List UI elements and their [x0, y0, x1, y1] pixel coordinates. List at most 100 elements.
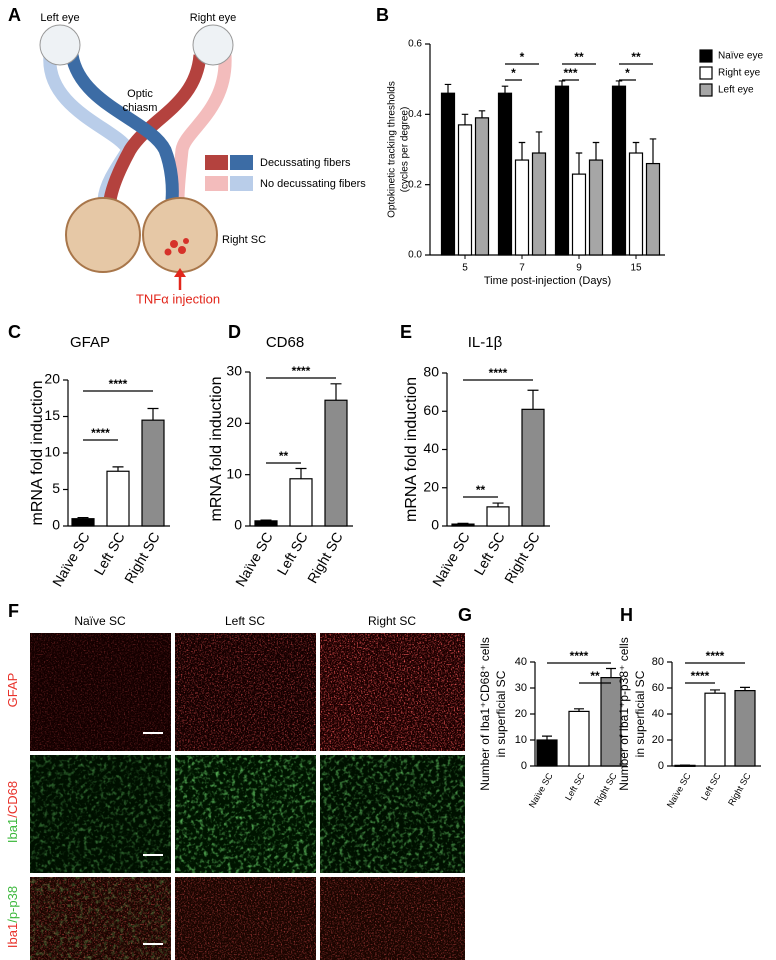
y-tick-label: 0.6	[408, 39, 422, 50]
swatch	[230, 176, 253, 191]
row-label-part: GFAP	[5, 673, 20, 708]
error-bar	[501, 85, 509, 94]
bar	[486, 506, 510, 527]
y-tick-label: 40	[423, 440, 439, 456]
chart: H Number of Iba1⁺p-p38⁺ cells in superfici…	[617, 605, 761, 810]
y-tick-label: 0	[521, 760, 527, 772]
y-tick-label: 10	[226, 465, 242, 481]
fiber	[65, 53, 179, 201]
bar	[141, 419, 165, 527]
row-label-part: Iba1	[5, 923, 20, 948]
panel-letter: H	[620, 605, 633, 625]
significance-label: **	[631, 50, 641, 64]
panel-letter: C	[8, 322, 21, 342]
legend-label: Decussating fibers	[260, 157, 351, 169]
bar	[514, 159, 530, 256]
bar	[71, 518, 95, 527]
row-label: GFAP	[5, 673, 20, 708]
x-tick-label: Naïve SC	[232, 529, 276, 589]
panel-a: A Left eye Right eye Optic chiasm Right …	[8, 5, 366, 307]
y-tick-label: 15	[44, 407, 60, 423]
bar	[474, 117, 490, 256]
label: chiasm	[123, 102, 158, 114]
chart: D CD68 mRNA fold induction 0 10 20 30 Naïve SCL…	[208, 322, 353, 589]
eye	[39, 24, 81, 66]
bar	[531, 152, 547, 256]
label: Right eye	[190, 12, 236, 24]
y-tick-label: 20	[652, 734, 664, 746]
bar	[106, 470, 130, 527]
x-tick-label: Left SC	[471, 529, 508, 577]
error-bar	[592, 141, 600, 161]
significance-label: ****	[570, 649, 589, 663]
x-tick-label: Left SC	[274, 529, 311, 577]
bar	[734, 689, 756, 767]
y-axis-label: Number of Iba1⁺CD68⁺ cells	[478, 637, 492, 790]
bar	[568, 710, 590, 767]
y-tick-label: 20	[44, 371, 60, 387]
x-tick-label: Naïve SC	[49, 529, 93, 589]
legend-label: No decussating fibers	[260, 178, 366, 190]
y-tick-label: 0.4	[408, 109, 422, 120]
error-bar	[147, 407, 159, 421]
bar	[554, 85, 570, 256]
y-tick-label: 10	[515, 734, 527, 746]
x-axis-label: Time post-injection (Days)	[484, 275, 611, 287]
panel-f: F Naïve SC Left SC Right SC GFAP Iba1/CD…	[5, 601, 465, 960]
y-tick-label: 0	[658, 760, 664, 772]
x-tick-label: Left SC	[91, 529, 128, 577]
fibers	[43, 53, 232, 202]
bar	[628, 152, 644, 256]
bar	[704, 692, 726, 767]
bar	[611, 85, 627, 256]
x-tick-label: 15	[630, 263, 642, 274]
row-label: Iba1/CD68	[5, 781, 20, 843]
y-tick-label: 60	[652, 682, 664, 694]
error-bar	[535, 131, 543, 154]
error-bar	[478, 110, 486, 118]
bar	[289, 478, 313, 527]
injection-site	[164, 238, 189, 256]
y-tick-label: 0	[52, 517, 60, 533]
error-bar	[295, 467, 307, 479]
panel-letter: F	[8, 601, 19, 621]
y-tick-label: 30	[515, 682, 527, 694]
eye	[192, 24, 234, 66]
x-tick-label: Naïve SC	[527, 771, 555, 810]
error-bar	[527, 389, 539, 410]
label: TNFα injection	[136, 291, 220, 306]
scale-bars	[143, 732, 163, 945]
bar	[451, 523, 475, 527]
significance-label: ****	[292, 364, 311, 378]
significance-label: ***	[563, 66, 577, 80]
chart: G Number of Iba1⁺CD68⁺ cells in superficia…	[458, 605, 627, 810]
significance-label: ****	[691, 669, 710, 683]
significance-label: *	[625, 66, 630, 80]
error-bar	[632, 141, 640, 154]
y-axis-label: mRNA fold induction	[403, 377, 420, 522]
error-bar	[518, 141, 526, 161]
bar	[588, 159, 604, 256]
panel-letter: A	[8, 5, 21, 25]
error-bar	[575, 152, 583, 175]
bar	[254, 520, 278, 527]
row-label-part: /CD68	[5, 781, 20, 818]
y-tick-label: 0	[234, 517, 242, 533]
y-tick-label: 80	[423, 364, 439, 380]
legend-swatch	[699, 66, 713, 80]
panel-letter: B	[376, 5, 389, 25]
bar	[521, 408, 545, 527]
significance-label: **	[574, 50, 584, 64]
legend-swatch	[699, 49, 713, 63]
significance-label: **	[279, 449, 289, 463]
fiber	[103, 54, 207, 202]
x-tick-label: 9	[576, 263, 582, 274]
bar	[536, 739, 558, 767]
y-axis-label: in superficial SC	[633, 670, 647, 757]
swatch	[230, 155, 253, 170]
swatch	[205, 155, 228, 170]
sc	[142, 197, 218, 273]
legend-swatch	[699, 83, 713, 97]
